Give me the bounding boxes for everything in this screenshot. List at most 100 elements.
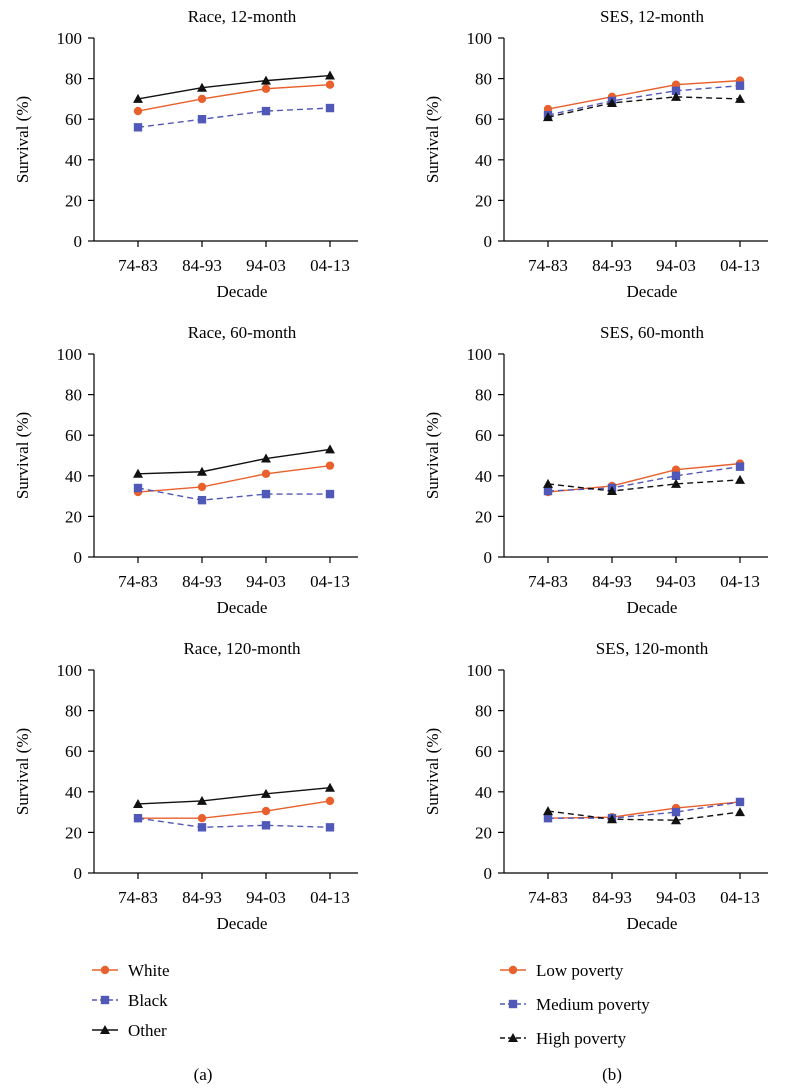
legend-item: Medium poverty <box>500 995 650 1014</box>
series-line <box>547 465 741 492</box>
x-axis-label: Decade <box>217 598 268 617</box>
legend-item: Other <box>92 1021 167 1040</box>
x-tick-label: 94-03 <box>246 256 286 275</box>
data-point <box>325 782 335 792</box>
y-tick-label: 40 <box>65 467 82 486</box>
series-other <box>133 782 335 808</box>
data-point <box>325 796 335 806</box>
legend-marker <box>100 965 110 975</box>
x-axis-label: Decade <box>217 282 268 301</box>
data-point <box>671 807 681 817</box>
y-tick-label: 60 <box>65 110 82 129</box>
legend-label: Other <box>128 1021 167 1040</box>
series-black <box>133 103 335 132</box>
legend-item: Black <box>92 991 168 1010</box>
y-axis-label: Survival (%) <box>423 728 442 815</box>
x-tick-label: 84-93 <box>592 572 632 591</box>
y-tick-label: 0 <box>74 232 83 251</box>
y-tick-label: 0 <box>484 232 493 251</box>
data-point <box>325 103 335 113</box>
y-tick-label: 20 <box>475 191 492 210</box>
x-tick-label: 74-83 <box>118 888 158 907</box>
legend-marker <box>100 995 110 1005</box>
data-point <box>197 466 207 476</box>
y-tick-label: 20 <box>65 823 82 842</box>
chart-title: SES, 60-month <box>600 323 704 342</box>
data-point <box>261 788 271 798</box>
y-tick-label: 100 <box>57 29 83 48</box>
x-tick-label: 74-83 <box>118 572 158 591</box>
x-tick-label: 04-13 <box>720 256 760 275</box>
data-point <box>735 81 745 90</box>
x-axis-label: Decade <box>627 914 678 933</box>
data-point <box>325 461 335 470</box>
x-tick-label: 84-93 <box>182 256 222 275</box>
y-tick-label: 60 <box>475 110 492 129</box>
series-line <box>137 817 331 829</box>
y-tick-label: 40 <box>475 783 492 802</box>
data-point <box>261 821 271 830</box>
x-tick-label: 94-03 <box>656 888 696 907</box>
series-medium-poverty <box>543 797 745 823</box>
chart-panel-3: Race, 60-month 0 20 40 60 80 100 74-83 84-93 94-0… <box>13 323 358 617</box>
series-line <box>137 464 331 493</box>
data-point <box>671 86 681 95</box>
data-point <box>197 795 207 805</box>
x-tick-label: 84-93 <box>592 888 632 907</box>
data-point <box>735 797 745 807</box>
chart-title: SES, 12-month <box>600 7 704 26</box>
data-point <box>325 70 335 80</box>
series-line <box>137 83 331 112</box>
x-axis-label: Decade <box>627 598 678 617</box>
y-tick-label: 40 <box>475 467 492 486</box>
series-medium-poverty <box>543 81 745 120</box>
y-tick-label: 100 <box>467 345 493 364</box>
series-line <box>547 96 741 118</box>
y-tick-label: 60 <box>475 426 492 445</box>
y-tick-label: 80 <box>65 70 82 89</box>
y-tick-label: 60 <box>65 742 82 761</box>
data-point <box>197 482 207 492</box>
x-tick-label: 94-03 <box>656 256 696 275</box>
series-line <box>547 85 741 116</box>
data-point <box>197 823 207 832</box>
series-line <box>548 801 741 819</box>
x-tick-label: 84-93 <box>182 888 222 907</box>
series-line <box>137 74 331 100</box>
data-point <box>671 478 681 488</box>
x-tick-label: 04-13 <box>310 572 350 591</box>
y-tick-label: 20 <box>65 191 82 210</box>
data-point <box>261 75 271 85</box>
series-line <box>137 487 330 501</box>
data-point <box>325 444 335 454</box>
data-point <box>671 815 681 825</box>
y-tick-label: 80 <box>475 386 492 405</box>
data-point <box>197 495 207 505</box>
data-point <box>261 489 271 499</box>
series-high-poverty <box>543 474 745 496</box>
series-line <box>547 462 741 493</box>
y-tick-label: 80 <box>475 702 492 721</box>
x-tick-label: 84-93 <box>182 572 222 591</box>
y-tick-label: 20 <box>65 507 82 526</box>
y-tick-label: 40 <box>475 151 492 170</box>
data-point <box>543 478 553 488</box>
series-medium-poverty <box>543 462 745 496</box>
series-high-poverty <box>543 91 745 122</box>
y-axis-label: Survival (%) <box>13 96 32 183</box>
series-low-poverty <box>543 459 745 497</box>
legend-label: Low poverty <box>536 961 624 980</box>
data-point <box>325 489 335 499</box>
data-point <box>607 97 617 107</box>
series-white <box>133 461 335 497</box>
legend-item: White <box>92 961 170 980</box>
series-line <box>547 810 741 821</box>
legend-marker <box>508 999 518 1009</box>
chart-title: Race, 60-month <box>188 323 297 342</box>
data-point <box>735 474 745 484</box>
legend-marker <box>508 1033 518 1042</box>
data-point <box>735 93 745 103</box>
data-point <box>133 468 143 478</box>
data-point <box>261 84 271 93</box>
series-line <box>137 448 331 475</box>
